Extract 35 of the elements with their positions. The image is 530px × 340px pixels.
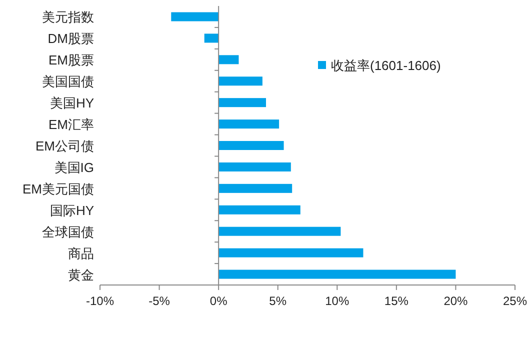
y-tick-label: EM公司债: [36, 138, 94, 154]
y-tick-label: DM股票: [48, 31, 94, 46]
y-tick-label: 全球国债: [42, 224, 94, 240]
bar: [218, 76, 262, 86]
x-tick-label: 15%: [384, 294, 409, 308]
x-tick-label: -10%: [86, 294, 114, 308]
y-tick-label: 商品: [68, 246, 94, 261]
y-tick-label: 黄金: [68, 267, 94, 282]
bar: [218, 248, 364, 258]
bar: [218, 205, 300, 214]
y-tick-label: 国际HY: [50, 202, 94, 218]
y-tick-label: EM汇率: [48, 117, 94, 132]
bar: [218, 120, 280, 129]
bar: [218, 184, 292, 193]
y-tick-label: 美元指数: [42, 10, 94, 25]
x-tick-label: -5%: [148, 294, 170, 308]
x-tick-label: 0%: [210, 294, 228, 308]
y-tick-label: 美国HY: [50, 96, 94, 111]
bar: [171, 12, 219, 22]
y-tick-label: EM美元国债: [22, 181, 94, 196]
x-tick-label: 5%: [269, 294, 287, 308]
x-tick-label: 10%: [325, 294, 350, 308]
y-tick-label: 美国IG: [54, 160, 94, 175]
bar: [218, 270, 456, 279]
bar: [218, 162, 291, 172]
bar: [218, 226, 341, 236]
y-tick-label: EM股票: [48, 52, 94, 68]
bar: [218, 55, 239, 64]
x-tick-label: 25%: [502, 294, 528, 308]
bar: [218, 140, 284, 150]
x-tick-label: 20%: [444, 294, 468, 308]
bar: [204, 34, 219, 43]
legend-label: 收益率(1601-1606): [331, 58, 441, 73]
y-tick-label: 美国国债: [42, 74, 94, 90]
bar: [218, 98, 266, 108]
